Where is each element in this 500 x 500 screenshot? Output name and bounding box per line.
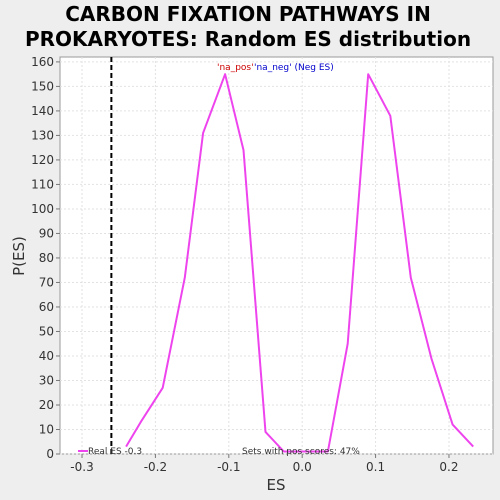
x-axis-label: ES <box>267 476 286 494</box>
x-tick-label: 0.0 <box>293 460 312 474</box>
y-tick-label: 140 <box>31 104 54 118</box>
x-tick-label: 0.2 <box>439 460 458 474</box>
y-tick-label: 20 <box>39 398 54 412</box>
y-tick-label: 0 <box>46 447 54 461</box>
y-tick-label: 40 <box>39 349 54 363</box>
y-tick-label: 160 <box>31 55 54 69</box>
chart-title-line-1: CARBON FIXATION PATHWAYS IN <box>65 2 431 26</box>
y-axis-ticks: 0 10 20 30 40 50 60 70 80 90 100 110 120 130 140 150 160 <box>31 55 60 461</box>
y-tick-label: 70 <box>39 275 54 289</box>
series-lines <box>125 73 474 453</box>
x-axis-ticks: -0.3 -0.2 -0.1 0.0 0.1 0.2 <box>70 454 459 474</box>
y-tick-label: 100 <box>31 202 54 216</box>
y-tick-label: 60 <box>39 300 54 314</box>
x-tick-label: -0.2 <box>144 460 167 474</box>
y-tick-label: 110 <box>31 177 54 191</box>
legend-neg-label: 'na_neg' (Neg ES) <box>254 63 334 73</box>
y-tick-label: 10 <box>39 422 54 436</box>
chart-title-line-2: PROKARYOTES: Random ES distribution <box>25 27 471 51</box>
pos-scores-annotation: Sets with pos scores: 47% <box>242 447 360 457</box>
real-es-annotation: Real ES -0.3 <box>88 447 142 457</box>
y-axis-label: P(ES) <box>10 236 28 276</box>
x-tick-label: 0.1 <box>366 460 385 474</box>
grid-lines <box>60 57 493 455</box>
plot-area <box>59 56 494 455</box>
y-tick-label: 120 <box>31 153 54 167</box>
y-tick-label: 50 <box>39 324 54 338</box>
x-tick-label: -0.1 <box>217 460 240 474</box>
y-tick-label: 150 <box>31 79 54 93</box>
x-tick-label: -0.3 <box>70 460 93 474</box>
y-tick-label: 90 <box>39 226 54 240</box>
legend-pos-label: 'na_pos' <box>217 63 254 73</box>
y-tick-label: 130 <box>31 128 54 142</box>
y-tick-label: 80 <box>39 251 54 265</box>
y-tick-label: 30 <box>39 373 54 387</box>
series-line <box>125 73 474 453</box>
